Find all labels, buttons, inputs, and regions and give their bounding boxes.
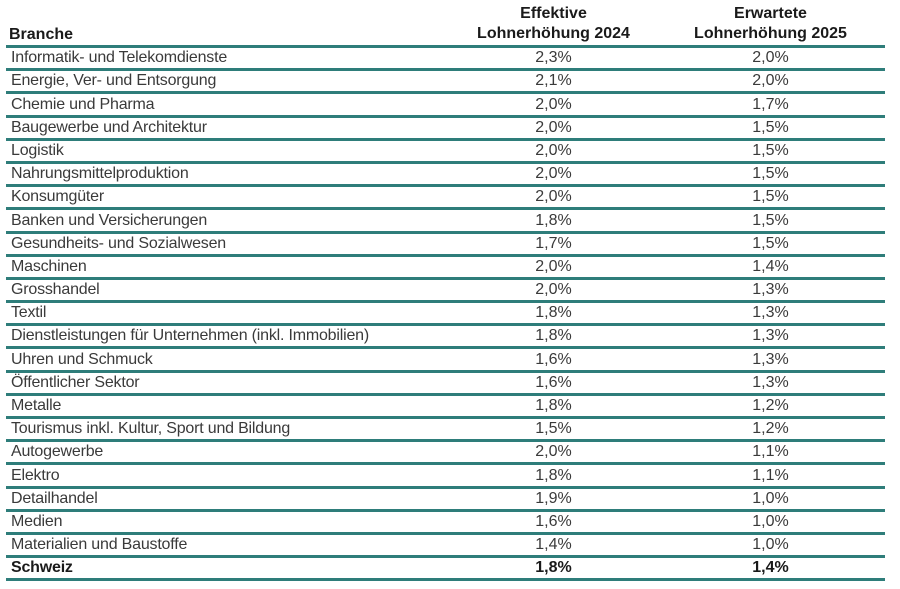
cell-branche: Maschinen bbox=[11, 257, 87, 275]
table-row: Logistik 2,0% 1,5% bbox=[6, 141, 885, 164]
cell-2024: 1,6% bbox=[535, 373, 572, 391]
cell-2025: 1,5% bbox=[752, 234, 789, 252]
cell-2025: 1,4% bbox=[752, 257, 789, 275]
table-row: Informatik- und Telekomdienste 2,3% 2,0% bbox=[6, 48, 885, 72]
cell-branche: Textil bbox=[11, 304, 47, 322]
cell-2024: 2,3% bbox=[535, 49, 572, 67]
table-header: Branche Effektive Lohnerhöhung 2024 Erwa… bbox=[6, 0, 885, 48]
cell-branche: Informatik- und Telekomdienste bbox=[11, 49, 228, 67]
table-row: Gesundheits- und Sozialwesen 1,7% 1,5% bbox=[6, 234, 885, 257]
cell-2024: 2,0% bbox=[535, 443, 572, 461]
cell-2025: 1,3% bbox=[752, 350, 789, 368]
cell-2024: 1,6% bbox=[535, 512, 572, 530]
table-row: Banken und Versicherungen 1,8% 1,5% bbox=[6, 210, 885, 234]
table-row: Dienstleistungen für Unternehmen (inkl. … bbox=[6, 326, 885, 350]
table-row: Öffentlicher Sektor 1,6% 1,3% bbox=[6, 373, 885, 396]
cell-2025: 1,2% bbox=[752, 397, 789, 414]
cell-2024: 1,5% bbox=[535, 420, 572, 438]
cell-2025: 2,0% bbox=[752, 72, 789, 90]
table-row: Elektro 1,8% 1,1% bbox=[6, 465, 885, 489]
cell-2024: 1,8% bbox=[535, 211, 572, 229]
header-2025: Erwartete Lohnerhöhung 2025 bbox=[694, 5, 847, 42]
cell-2025: 1,0% bbox=[752, 489, 789, 507]
table-row: Detailhandel 1,9% 1,0% bbox=[6, 489, 885, 512]
cell-branche: Chemie und Pharma bbox=[11, 95, 155, 113]
table-row: Medien 1,6% 1,0% bbox=[6, 512, 885, 535]
cell-2025: 1,7% bbox=[752, 95, 789, 113]
table-row: Nahrungsmittelproduktion 2,0% 1,5% bbox=[6, 164, 885, 188]
cell-2024: 2,0% bbox=[535, 188, 572, 206]
cell-2024: 2,0% bbox=[535, 257, 572, 275]
cell-2024: 1,8% bbox=[535, 304, 572, 322]
header-2024: Effektive Lohnerhöhung 2024 bbox=[477, 5, 630, 42]
cell-branche: Detailhandel bbox=[11, 489, 98, 507]
cell-2024: 1,8% bbox=[535, 466, 572, 484]
table-row: Baugewerbe und Architektur 2,0% 1,5% bbox=[6, 118, 885, 141]
table-row: Grosshandel 2,0% 1,3% bbox=[6, 280, 885, 304]
table-body: Informatik- und Telekomdienste 2,3% 2,0% En… bbox=[6, 48, 885, 559]
table-row-total: Schweiz 1,8% 1,4% bbox=[6, 558, 885, 582]
cell-2025: 1,1% bbox=[752, 466, 789, 484]
table-row: Autogewerbe 2,0% 1,1% bbox=[6, 442, 885, 466]
cell-branche: Banken und Versicherungen bbox=[11, 211, 208, 229]
cell-2025: 1,3% bbox=[752, 327, 789, 345]
table-row: Metalle 1,8% 1,2% bbox=[6, 396, 885, 419]
cell-branche: Baugewerbe und Architektur bbox=[11, 118, 207, 136]
cell-2025: 1,3% bbox=[752, 373, 789, 391]
table-row: Uhren und Schmuck 1,6% 1,3% bbox=[6, 349, 885, 373]
cell-2024: 2,0% bbox=[535, 165, 572, 183]
table-row: Materialien und Baustoffe 1,4% 1,0% bbox=[6, 535, 885, 559]
cell-branche: Tourismus inkl. Kultur, Sport und Bildun… bbox=[11, 420, 291, 438]
cell-2025: 1,0% bbox=[752, 512, 789, 530]
cell-2025: 1,1% bbox=[752, 443, 789, 461]
cell-branche: Elektro bbox=[11, 466, 60, 484]
wage-increase-table: Branche Effektive Lohnerhöhung 2024 Erwa… bbox=[6, 0, 885, 582]
cell-2025: 1,4% bbox=[752, 559, 789, 577]
cell-2025: 2,0% bbox=[752, 49, 789, 67]
cell-2024: 2,0% bbox=[535, 118, 572, 136]
cell-branche: Autogewerbe bbox=[11, 443, 104, 461]
cell-branche: Energie, Ver- und Entsorgung bbox=[11, 72, 217, 90]
cell-2024: 1,8% bbox=[535, 397, 572, 414]
cell-2024: 1,7% bbox=[535, 234, 572, 252]
cell-2025: 1,5% bbox=[752, 118, 789, 136]
cell-2025: 1,5% bbox=[752, 141, 789, 159]
cell-branche: Schweiz bbox=[11, 559, 73, 577]
cell-2024: 2,0% bbox=[535, 281, 572, 299]
cell-branche: Öffentlicher Sektor bbox=[11, 373, 140, 391]
cell-branche: Gesundheits- und Sozialwesen bbox=[11, 234, 226, 252]
cell-branche: Logistik bbox=[11, 141, 64, 159]
cell-branche: Materialien und Baustoffe bbox=[11, 536, 188, 554]
cell-2024: 1,6% bbox=[535, 350, 572, 368]
cell-2024: 2,1% bbox=[535, 72, 572, 90]
table-row: Energie, Ver- und Entsorgung 2,1% 2,0% bbox=[6, 71, 885, 95]
cell-2025: 1,5% bbox=[752, 188, 789, 206]
cell-2025: 1,5% bbox=[752, 165, 789, 183]
header-branche: Branche bbox=[9, 26, 74, 43]
table-row: Chemie und Pharma 2,0% 1,7% bbox=[6, 94, 885, 118]
cell-2025: 1,3% bbox=[752, 281, 789, 299]
cell-2024: 1,9% bbox=[535, 489, 572, 507]
cell-branche: Konsumgüter bbox=[11, 188, 104, 206]
cell-branche: Nahrungsmittelproduktion bbox=[11, 165, 189, 183]
cell-2025: 1,3% bbox=[752, 304, 789, 322]
cell-2024: 2,0% bbox=[535, 95, 572, 113]
cell-2024: 2,0% bbox=[535, 141, 572, 159]
cell-2025: 1,5% bbox=[752, 211, 789, 229]
cell-2025: 1,2% bbox=[752, 420, 789, 438]
table-row: Maschinen 2,0% 1,4% bbox=[6, 257, 885, 280]
cell-branche: Dienstleistungen für Unternehmen (inkl. … bbox=[11, 327, 369, 345]
cell-branche: Metalle bbox=[11, 397, 62, 414]
table-row: Konsumgüter 2,0% 1,5% bbox=[6, 187, 885, 211]
cell-2025: 1,0% bbox=[752, 536, 789, 554]
cell-branche: Uhren und Schmuck bbox=[11, 350, 153, 368]
table-row: Tourismus inkl. Kultur, Sport und Bildun… bbox=[6, 419, 885, 443]
cell-2024: 1,8% bbox=[535, 559, 572, 577]
cell-2024: 1,8% bbox=[535, 327, 572, 345]
cell-2024: 1,4% bbox=[535, 536, 572, 554]
table-row: Textil 1,8% 1,3% bbox=[6, 303, 885, 327]
cell-branche: Grosshandel bbox=[11, 281, 100, 299]
cell-branche: Medien bbox=[11, 512, 63, 530]
